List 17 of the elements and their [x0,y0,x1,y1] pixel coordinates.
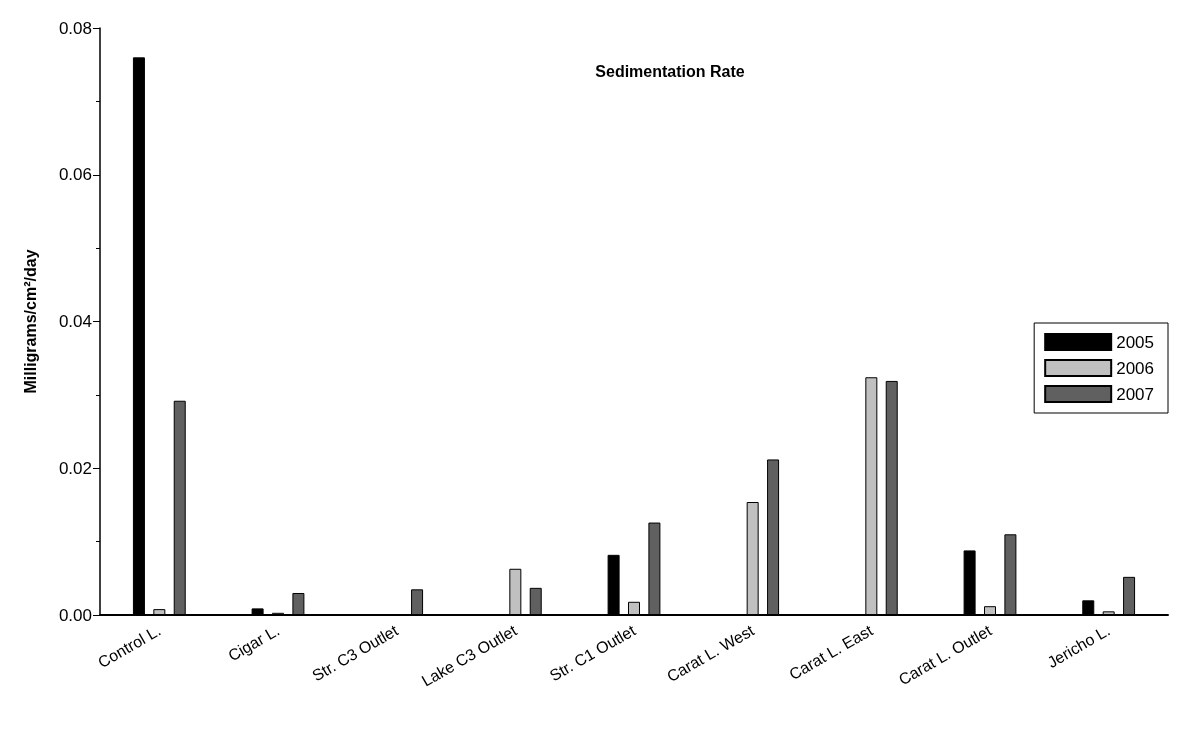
y-tick-label: 0.08 [58,18,92,38]
x-tick-label: Carat L. West [664,621,758,686]
y-axis-title: Milligrams/cm²/day [21,249,39,394]
y-tick-label: 0.00 [58,605,92,625]
x-tick-label: Carat L. Outlet [895,621,995,689]
legend-label: 2005 [1116,332,1155,352]
x-tick-label: Str. C1 Outlet [546,621,639,685]
y-tick-label: 0.04 [58,312,92,331]
x-tick-label: Lake C3 Outlet [418,621,521,690]
legend-label: 2006 [1116,358,1155,378]
legend-label: 2007 [1116,384,1155,404]
x-tick-label: Str. C3 Outlet [309,621,402,685]
text: Sedimentation Rate [595,62,745,80]
y-tick-label: 0.06 [58,165,92,185]
x-tick-label: Cigar L. [225,621,283,665]
x-tick-label: Carat L. East [786,621,877,684]
y-tick-label: 0.02 [58,458,92,478]
